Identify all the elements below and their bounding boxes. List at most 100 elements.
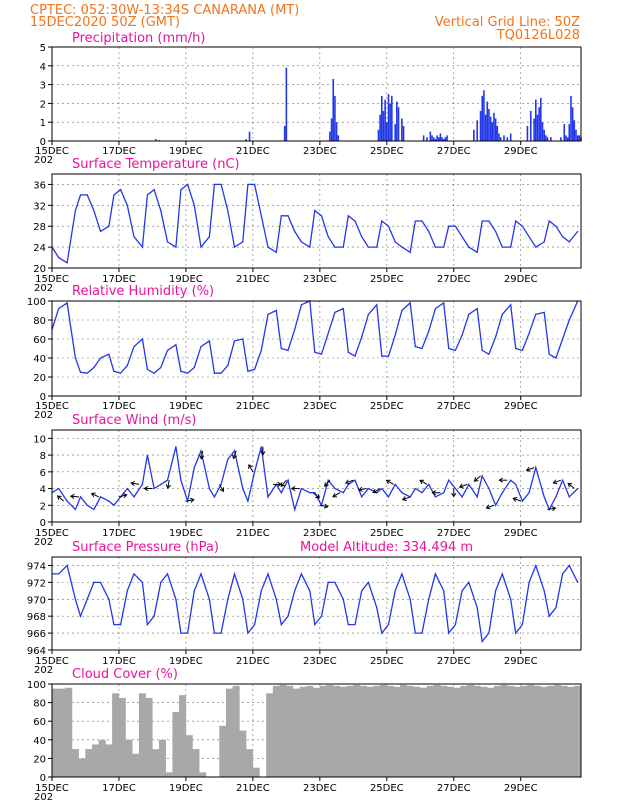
precip-bar (394, 124, 396, 141)
wind-arrow-shaft (474, 475, 481, 482)
cloud-bar (326, 684, 334, 777)
cloud-bar (446, 686, 454, 777)
x-year-label: 202 (34, 665, 53, 676)
cloud-bar (513, 686, 521, 777)
wind-arrow (451, 488, 457, 498)
precip-bar (578, 135, 581, 141)
cloud-bar (112, 693, 120, 777)
data-point (66, 262, 68, 264)
x-tick-label: 21DEC (236, 401, 270, 412)
y-tick-label: 20 (33, 264, 46, 275)
data-point (287, 479, 289, 481)
data-point (401, 573, 403, 575)
data-point (86, 504, 88, 506)
data-point (294, 508, 296, 511)
data-point (175, 446, 177, 448)
precip-bar (489, 116, 492, 141)
wind-arrow-head (130, 480, 136, 487)
data-point (175, 246, 177, 248)
x-tick-label: 25DEC (370, 401, 404, 412)
precip-bar (576, 135, 579, 141)
data-point (227, 365, 229, 367)
data-point (66, 302, 68, 304)
wind-arrow (280, 479, 287, 488)
data-point (334, 581, 336, 583)
data-point (113, 504, 115, 506)
x-tick-label: 27DEC (437, 274, 471, 285)
x-tick-label: 15DEC (35, 146, 69, 157)
data-point (535, 564, 537, 567)
y-tick-label: 80 (33, 699, 46, 710)
x-tick-label: 21DEC (236, 656, 270, 667)
data-point (93, 508, 95, 511)
cloud-bar (346, 685, 354, 777)
precip-bar (387, 94, 390, 141)
data-point (309, 492, 311, 494)
x-tick-label: 23DEC (303, 401, 337, 412)
x-tick-label: 27DEC (437, 528, 471, 539)
data-point (428, 598, 430, 600)
data-point (193, 204, 195, 206)
data-point (108, 598, 110, 600)
cloud-bar (65, 687, 73, 777)
wind-arrow-head (473, 477, 479, 482)
wind-arrow-head (458, 483, 464, 489)
cloud-bar (554, 684, 562, 777)
x-tick-label: 23DEC (303, 656, 337, 667)
data-point (501, 313, 503, 315)
precip-bar (571, 107, 574, 141)
plot-frame (51, 173, 582, 269)
data-point (220, 183, 222, 186)
cloud-bar (520, 685, 528, 777)
cloud-bar (152, 749, 160, 777)
wind-arrow-head (552, 479, 558, 485)
precip-bar (444, 137, 447, 141)
cloud-bar (132, 753, 140, 777)
precip-bar (389, 103, 391, 141)
wind-arrow-shaft (200, 450, 204, 459)
data-point (253, 183, 256, 186)
data-point (481, 640, 483, 643)
x-tick-label: 21DEC (236, 274, 270, 285)
panels: Precipitation (mm/h) 0 1 2 3 4 5 15DEC 17DEC 19DE… (27, 31, 582, 800)
precip-bar (397, 107, 400, 141)
data-point (481, 349, 483, 351)
precip-bar (329, 131, 331, 141)
data-point (108, 353, 110, 355)
precip-bar (377, 129, 380, 141)
data-point (548, 353, 550, 355)
wind-arrow-head (357, 486, 363, 492)
y-tick-label: 36 (33, 180, 46, 191)
y-tick-label: 24 (33, 243, 46, 254)
data-point (354, 220, 356, 222)
data-point (153, 615, 155, 617)
y-tick-label: 60 (33, 335, 46, 346)
wind-arrow-shaft (332, 492, 341, 498)
wind-arrow (90, 492, 100, 498)
data-point (334, 246, 336, 248)
wind-arrow-shaft (118, 494, 127, 498)
wind-arrow-head (419, 479, 425, 485)
panel-title: Surface Temperature (nC) (72, 157, 240, 172)
wind-arrow (552, 479, 562, 485)
x-tick-label: 15DEC (35, 528, 69, 539)
data-point (79, 371, 82, 373)
precip-bar (540, 97, 542, 141)
data-point (108, 225, 110, 227)
data-point (428, 230, 430, 233)
data-point (401, 309, 403, 312)
x-tick-label: 21DEC (236, 528, 270, 539)
data-point (421, 492, 423, 494)
wind-arrow-shaft (248, 464, 254, 473)
data-point (287, 349, 289, 351)
cloud-bar (480, 686, 488, 777)
wind-arrow-shaft (319, 504, 328, 508)
precip-bar (436, 135, 438, 141)
x-tick-label: 25DEC (370, 528, 404, 539)
y-tick-label: 3 (40, 81, 46, 92)
data-point (213, 496, 215, 498)
x-tick-label: 21DEC (236, 146, 270, 157)
model-altitude: Model Altitude: 334.494 m (300, 540, 473, 555)
x-tick-label: 29DEC (504, 274, 538, 285)
